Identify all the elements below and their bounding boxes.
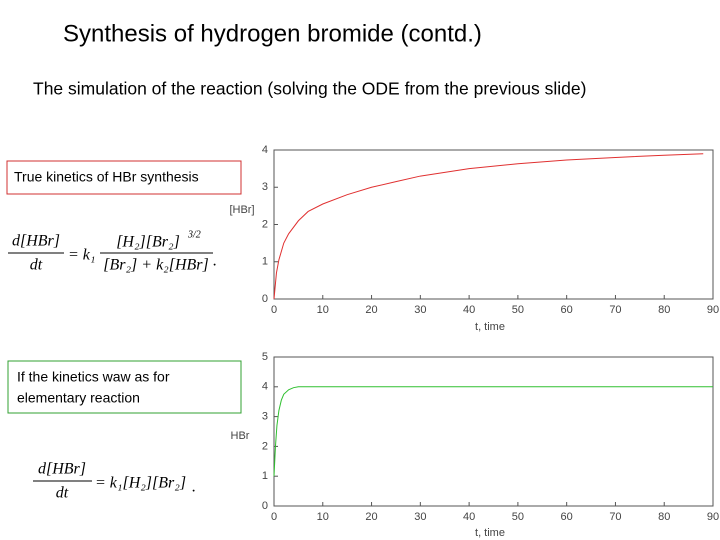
x-tick-label: 0 [271,304,277,316]
box-red [6,160,242,195]
box-text: elementary reaction [17,390,140,406]
x-tick-label: 60 [561,511,573,523]
x-axis-label: t, time [475,321,505,333]
x-tick-label: 30 [414,304,426,316]
x-tick-label: 0 [271,511,277,523]
x-tick-label: 90 [707,304,719,316]
x-tick-label: 50 [512,304,524,316]
y-tick-label: 2 [262,218,268,230]
y-tick-label: 3 [262,181,268,193]
y-tick-label: 1 [262,470,268,482]
y-tick-label: 2 [262,440,268,452]
x-tick-label: 40 [463,511,475,523]
y-tick-label: 0 [262,293,268,305]
plot-frame [273,356,714,507]
y-axis-label: [HBr] [229,204,254,216]
eq-text: d[HBr] [38,461,86,478]
x-tick-label: 20 [365,304,377,316]
x-tick-label: 90 [707,511,719,523]
x-tick-label: 80 [658,304,670,316]
eq-text: 3/2 [187,229,201,240]
box-text: True kinetics of HBr synthesis [14,169,199,185]
y-tick-label: 1 [262,256,268,268]
eq-text: = k₁ [68,247,95,264]
box-text: If the kinetics waw as for [17,369,170,385]
eq-text: = k₁[H₂][Br₂] [95,475,186,492]
equation: d[HBr] dt = k₁ [H₂][Br₂] 3/2 [Br₂] + k₂[… [8,229,217,502]
x-tick-label: 80 [658,511,670,523]
y-tick-label: 4 [262,144,268,156]
eq-text: . [213,253,217,270]
x-tick-label: 70 [609,511,621,523]
x-tick-label: 70 [609,304,621,316]
x-tick-label: 50 [512,511,524,523]
eq-text: dt [30,257,43,274]
eq-text: [Br₂] + k₂[HBr] [103,257,208,274]
plot-frame [273,149,714,300]
x-tick-label: 10 [317,304,329,316]
y-axis-label: HBr [231,430,250,442]
data-line [273,386,713,477]
y-tick-label: 5 [262,351,268,363]
x-tick-label: 20 [365,511,377,523]
x-tick-label: 60 [561,304,573,316]
x-axis-label: t, time [475,527,505,539]
eq-text: [H₂][Br₂] [116,234,180,251]
slide-subtitle: The simulation of the reaction (solving … [33,79,586,99]
x-tick-label: 10 [317,511,329,523]
y-tick-label: 3 [262,411,268,423]
y-tick-label: 0 [262,500,268,512]
x-tick-label: 30 [414,511,426,523]
box-green [7,360,242,414]
eq-text: . [192,479,196,496]
eq-text: d[HBr] [12,233,60,250]
eq-text: dt [56,485,69,502]
data-line [273,153,704,300]
y-tick-label: 4 [262,381,268,393]
x-tick-label: 40 [463,304,475,316]
slide-title: Synthesis of hydrogen bromide (contd.) [63,20,482,47]
